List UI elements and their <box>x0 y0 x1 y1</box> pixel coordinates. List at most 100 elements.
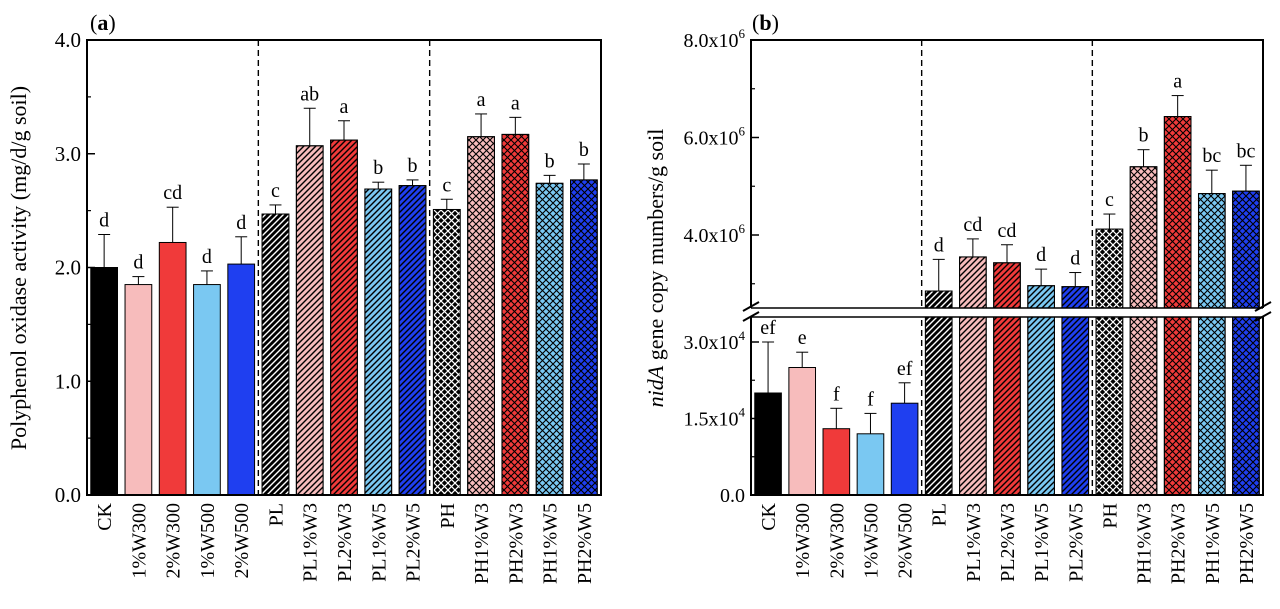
x-tick-label-PH2%W5: PH2%W5 <box>574 503 596 584</box>
significance-label-PH2%W5: bc <box>1236 140 1255 162</box>
significance-label-PL2%W5: b <box>408 155 418 177</box>
x-tick-label-PL: PL <box>929 503 951 526</box>
y-tick-label: 4.0 <box>55 28 81 52</box>
x-tick-label-PH1%W3: PH1%W3 <box>471 503 493 584</box>
x-tick-label-PL1%W3: PL1%W3 <box>963 503 985 582</box>
error-bar-2%W300 <box>830 407 843 429</box>
error-bar-PL2%W5 <box>1069 272 1082 287</box>
bar-pattern-PH <box>1095 228 1124 496</box>
x-tick-label-PH1%W5: PH1%W5 <box>540 503 562 584</box>
x-tick-label-1%W300: 1%W300 <box>792 503 814 579</box>
x-tick-label-PH1%W5: PH1%W5 <box>1202 503 1224 584</box>
bar-pattern-PL2%W3 <box>330 139 358 496</box>
significance-label-PL2%W3: cd <box>998 220 1017 242</box>
significance-label-PH: c <box>1105 189 1114 211</box>
significance-label-PH1%W5: b <box>545 150 555 172</box>
y-tick-label: 2.0 <box>55 256 81 280</box>
x-tick-label-PL1%W3: PL1%W3 <box>300 503 322 582</box>
significance-label-CK: ef <box>760 317 776 339</box>
error-bar-1%W300 <box>132 276 145 285</box>
panel-b-y-ticks: 0.0 1.5x104 3.0x104 4.0x106 6.0x106 8.0x106 <box>684 26 759 507</box>
significance-label-PL1%W5: d <box>1036 244 1046 266</box>
x-tick-label-PH2%W5: PH2%W5 <box>1236 503 1258 584</box>
error-bar-PH <box>440 198 453 210</box>
panel-b-y-axis-label-text: gene copy mumbers/g soil <box>643 129 668 366</box>
y-tick-label: 8.0x106 <box>684 26 746 52</box>
panel-a-bars <box>90 133 598 496</box>
significance-label-CK: d <box>99 210 109 232</box>
significance-label-1%W300: e <box>798 327 807 349</box>
significance-label-PH1%W3: a <box>477 89 486 111</box>
bar-pattern-PL2%W5 <box>1061 286 1090 496</box>
error-bar-PL1%W3 <box>303 107 316 146</box>
error-bar-PH2%W3 <box>509 116 522 135</box>
error-bar-2%W500 <box>898 382 911 404</box>
panel-a-group-dividers <box>257 40 431 495</box>
error-bar-PH <box>1103 213 1116 230</box>
error-bar-1%W500 <box>864 412 877 434</box>
panel-b-y-axis-label-gene: nidA <box>643 365 668 407</box>
panel-a-y-ticks: 0.0 1.0 2.0 3.0 4.0 <box>55 28 95 507</box>
error-bar-PH2%W5 <box>577 163 590 180</box>
panel-a-label: (a) <box>90 10 116 35</box>
error-bar-PH2%W3 <box>1171 95 1184 117</box>
significance-label-PH2%W5: b <box>579 139 589 161</box>
panel-b-letter: b <box>759 10 771 35</box>
significance-label-2%W500: ef <box>897 358 913 380</box>
x-tick-label-1%W300: 1%W300 <box>128 503 150 579</box>
x-tick-label-2%W500: 2%W500 <box>231 503 253 579</box>
error-bar-PH1%W5 <box>1205 169 1218 194</box>
x-tick-label-PH2%W3: PH2%W3 <box>1168 503 1190 584</box>
panel-b-axis-break-mark-right-bottom <box>1254 311 1272 322</box>
y-tick-label: 4.0x106 <box>684 221 746 247</box>
significance-label-PH2%W3: a <box>1173 71 1182 93</box>
bar-2%W500 <box>890 402 919 496</box>
panel-b-y-axis-label: nidA gene copy mumbers/g soil <box>643 129 668 408</box>
panel-a-y-axis-label: Polyphenol oxidase activity (mg/d/g soil… <box>6 86 31 450</box>
x-tick-label-CK: CK <box>94 502 116 530</box>
significance-label-1%W500: f <box>867 388 874 410</box>
x-tick-label-PL: PL <box>265 503 287 526</box>
bar-pattern-PH1%W3 <box>467 136 495 496</box>
bar-pattern-PH1%W3 <box>1129 166 1158 496</box>
panel-a-error-bars <box>98 107 590 285</box>
y-tick-label: 1.5x104 <box>684 405 746 431</box>
significance-label-PL1%W3: ab <box>300 83 319 105</box>
significance-label-PH1%W5: bc <box>1202 145 1221 167</box>
x-tick-label-1%W500: 1%W500 <box>860 503 882 579</box>
bar-pattern-PL1%W3 <box>295 145 324 496</box>
bar-pattern-PH2%W5 <box>570 179 598 496</box>
x-tick-label-PH: PH <box>1099 503 1121 529</box>
error-bar-PH1%W3 <box>475 113 488 137</box>
bar-pattern-PL1%W5 <box>364 188 393 496</box>
bar-pattern-PH2%W5 <box>1232 190 1260 496</box>
panel-a-letter: a <box>97 10 108 35</box>
panel-b-axis-break-mark-left-bottom <box>742 311 760 322</box>
significance-label-PL1%W3: cd <box>963 214 982 236</box>
panel-b-plot-frame <box>750 39 1264 496</box>
chart-panel-b: (b) nidA gene copy mumbers/g soil ef ef f e… <box>643 10 1272 584</box>
bar-1%W500 <box>856 433 885 496</box>
bar-1%W300 <box>124 284 153 496</box>
panel-b-error-bars <box>762 95 1252 434</box>
error-bar-PL1%W3 <box>966 238 979 257</box>
significance-label-PL2%W3: a <box>340 96 349 118</box>
significance-label-PL1%W5: b <box>373 157 383 179</box>
panel-b-axis-break-mark-left-top <box>742 301 760 312</box>
significance-label-PH: c <box>442 174 451 196</box>
error-bar-PL1%W5 <box>372 181 385 190</box>
panel-b-label: (b) <box>752 10 779 35</box>
x-tick-label-PH: PH <box>437 503 459 529</box>
panel-b-axis-break-gap <box>745 308 1269 317</box>
y-tick-label: 0.0 <box>720 485 745 507</box>
bar-pattern-PL2%W5 <box>398 185 427 496</box>
bar-2%W300 <box>158 241 187 496</box>
error-bar-PL2%W3 <box>1001 244 1013 263</box>
y-tick-label: 1.0 <box>55 369 81 393</box>
bar-1%W300 <box>788 367 817 496</box>
error-bar-PL <box>932 258 945 292</box>
x-tick-label-1%W500: 1%W500 <box>197 503 219 579</box>
error-bar-PH2%W5 <box>1239 164 1252 192</box>
bar-2%W300 <box>822 428 851 496</box>
